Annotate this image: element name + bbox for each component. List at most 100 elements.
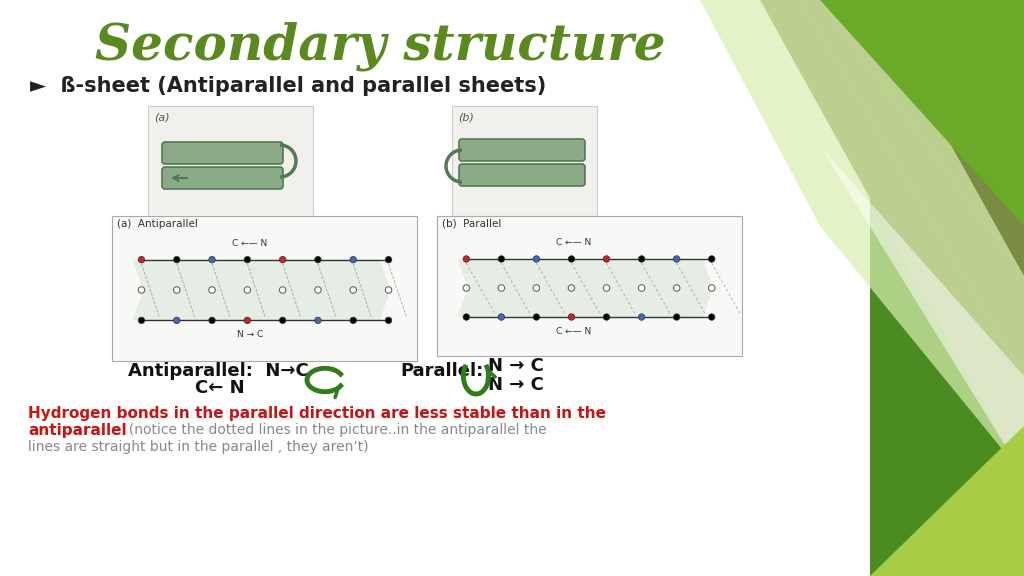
Circle shape [534,285,540,291]
Polygon shape [168,260,214,290]
Circle shape [280,287,286,293]
Circle shape [534,314,540,320]
Circle shape [463,256,470,262]
Circle shape [209,287,215,293]
Text: antiparallel: antiparallel [28,423,127,438]
Polygon shape [273,290,319,320]
Polygon shape [598,259,643,288]
Circle shape [173,317,180,324]
Polygon shape [760,0,1024,326]
Text: Antiparallel:  N→C: Antiparallel: N→C [128,362,309,380]
FancyBboxPatch shape [459,139,585,161]
Circle shape [314,256,322,263]
Polygon shape [133,290,178,320]
Circle shape [463,285,470,291]
Circle shape [280,256,286,263]
Circle shape [385,256,392,263]
Polygon shape [239,290,285,320]
Polygon shape [239,260,285,290]
Text: N → C: N → C [488,376,544,394]
Text: lines are straight but in the parallel , they aren’t): lines are straight but in the parallel ,… [28,440,369,454]
FancyBboxPatch shape [459,164,585,186]
Polygon shape [309,290,355,320]
Circle shape [350,256,356,263]
Circle shape [638,256,645,262]
Polygon shape [633,288,678,317]
Circle shape [350,287,356,293]
FancyBboxPatch shape [162,142,283,164]
Text: C ←— N: C ←— N [556,327,592,336]
Circle shape [709,256,715,262]
Circle shape [314,287,322,293]
Text: C ←— N: C ←— N [556,238,592,247]
Circle shape [138,317,144,324]
Circle shape [138,287,144,293]
Text: (b)  Parallel: (b) Parallel [442,219,502,229]
Polygon shape [458,259,503,288]
Circle shape [498,285,505,291]
Polygon shape [344,260,390,290]
Circle shape [209,256,215,263]
Polygon shape [309,260,355,290]
Polygon shape [133,260,178,290]
Polygon shape [633,259,678,288]
Polygon shape [203,290,249,320]
Circle shape [638,314,645,320]
Polygon shape [730,0,1024,476]
Polygon shape [344,290,390,320]
Circle shape [603,285,609,291]
Polygon shape [668,259,714,288]
Circle shape [463,314,470,320]
Circle shape [244,256,251,263]
Text: (notice the dotted lines in the picture..in the antiparallel the: (notice the dotted lines in the picture.… [120,423,547,437]
Text: (a): (a) [154,112,170,122]
Polygon shape [527,259,573,288]
FancyBboxPatch shape [148,106,313,221]
Circle shape [244,317,251,324]
Circle shape [209,317,215,324]
Polygon shape [760,0,1024,476]
Text: C← N: C← N [195,379,245,397]
Text: (a)  Antiparallel: (a) Antiparallel [117,219,198,229]
Polygon shape [820,0,1024,226]
Circle shape [385,317,392,324]
Polygon shape [563,288,608,317]
Polygon shape [563,259,608,288]
Circle shape [568,314,574,320]
Polygon shape [203,260,249,290]
Text: N → C: N → C [488,357,544,375]
Polygon shape [527,288,573,317]
Circle shape [244,287,251,293]
Polygon shape [870,0,1024,576]
Polygon shape [168,290,214,320]
Circle shape [498,314,505,320]
Text: N → C: N → C [237,331,263,339]
FancyBboxPatch shape [162,167,283,189]
Text: ►  ß-sheet (Antiparallel and parallel sheets): ► ß-sheet (Antiparallel and parallel she… [30,76,546,96]
Polygon shape [493,288,539,317]
Polygon shape [700,0,1024,476]
Circle shape [385,287,392,293]
FancyBboxPatch shape [437,216,742,356]
Polygon shape [273,260,319,290]
Circle shape [350,317,356,324]
Polygon shape [598,288,643,317]
Circle shape [638,285,645,291]
Circle shape [674,314,680,320]
Polygon shape [458,288,503,317]
Circle shape [603,314,609,320]
Circle shape [173,256,180,263]
Circle shape [709,314,715,320]
Text: Secondary structure: Secondary structure [94,21,666,71]
Polygon shape [493,259,539,288]
FancyBboxPatch shape [452,106,597,216]
Text: Parallel:: Parallel: [400,362,483,380]
Circle shape [568,256,574,262]
Circle shape [173,287,180,293]
Circle shape [498,256,505,262]
Circle shape [709,285,715,291]
Circle shape [568,285,574,291]
Polygon shape [668,288,714,317]
Circle shape [674,285,680,291]
Text: Hydrogen bonds in the parallel direction are less stable than in the: Hydrogen bonds in the parallel direction… [28,406,606,421]
